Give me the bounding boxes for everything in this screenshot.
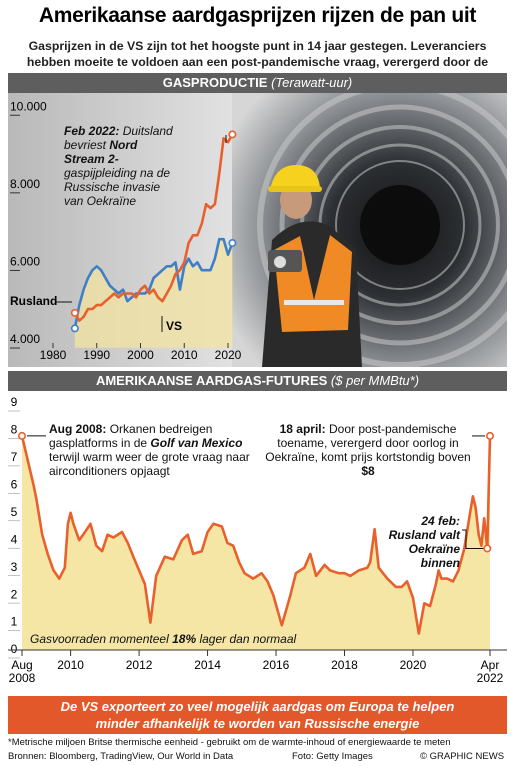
y-tick-label: 5 — [11, 505, 18, 519]
point-marker — [70, 308, 79, 317]
chart-title: GASPRODUCTIE — [162, 75, 268, 90]
credit: Foto: Getty Images — [292, 751, 373, 762]
x-tick-label: 2012 — [125, 658, 153, 672]
annotation-part: Duitsland bevriest — [64, 124, 173, 152]
annotation-part: 18 april: — [279, 422, 326, 436]
area — [22, 435, 490, 650]
x-tick-label: 2018 — [331, 658, 358, 672]
x-tick-label: 1980 — [40, 348, 67, 362]
annotation-part: Gasvoorraden momenteel — [30, 632, 169, 646]
y-tick-label: 9 — [11, 395, 18, 409]
x-tick-label: 2000 — [127, 348, 154, 362]
leader — [462, 529, 484, 549]
annotation-part: gaspijpleiding na de Russische invasie v… — [64, 166, 171, 208]
y-tick-label: 10.000 — [10, 99, 47, 113]
y-tick-label: 8 — [11, 423, 18, 437]
annotation-part: lager dan normaal — [199, 632, 297, 646]
chart-subtitle: ($ per MMBtu*) — [330, 373, 420, 388]
annotation-part: Feb 2022: — [64, 124, 120, 138]
x-tick-label: 2020 — [399, 658, 427, 672]
chart-subtitle: (Terawatt-uur) — [271, 75, 353, 90]
series-line — [73, 133, 234, 322]
series-label: VS — [166, 319, 182, 333]
y-tick-label: 8.000 — [10, 177, 40, 191]
x-tick-label: 1990 — [83, 348, 110, 362]
brand: © GRAPHIC NEWS — [420, 751, 505, 762]
annotation: Feb 2022: Duitsland bevriest Nord Stream… — [64, 124, 176, 208]
section-bar: GASPRODUCTIE (Terawatt-uur) — [8, 73, 507, 93]
annotation-part: Golf van Mexico — [150, 436, 243, 450]
footnote: *Metrische miljoen Britse thermische een… — [8, 737, 451, 748]
annotation: 18 april: Door post-pandemische toename,… — [265, 422, 471, 478]
point-marker — [228, 239, 237, 248]
y-tick-label: 6 — [11, 478, 18, 492]
y-tick-label: 2 — [11, 587, 18, 601]
section-bar: AMERIKAANSE AARDGAS-FUTURES ($ per MMBtu… — [8, 371, 507, 391]
y-tick-label: 4.000 — [10, 332, 40, 346]
x-tick-label: 2010 — [57, 658, 84, 672]
point-marker — [228, 130, 237, 139]
title: Amerikaanse aardgasprijzen rijzen de pan… — [38, 4, 477, 27]
annotation: 24 feb: Rusland valt Oekraïne binnen — [388, 514, 460, 570]
annotation-part: 18% — [172, 632, 197, 646]
series-line — [73, 237, 234, 329]
x-tick-label: 2016 — [262, 658, 290, 672]
annotation-part: Orkanen bedreigen gasplatforms in de — [49, 422, 213, 450]
y-tick-label: 0 — [11, 642, 18, 656]
x-tick-label: 2020 — [215, 348, 242, 362]
photo — [8, 93, 507, 367]
annotation-part: $8 — [361, 464, 375, 478]
x-tick-label: Apr 2022 — [476, 658, 504, 685]
y-tick-label: 1 — [11, 615, 18, 629]
annotation-part: Door post-pandemische toename, verergerd… — [265, 422, 471, 464]
series-label: Rusland — [10, 294, 57, 308]
annotation: Gasvoorraden momenteel 18% lager dan nor… — [30, 632, 370, 646]
series-line — [20, 435, 492, 635]
x-tick-label: Aug 2008 — [8, 658, 36, 685]
annotation-part: Nord Stream 2- — [64, 138, 138, 166]
y-tick-label: 3 — [11, 560, 18, 574]
annotation-part: Aug 2008: — [49, 422, 107, 436]
sources: Bronnen: Bloomberg, TradingView, Our Wor… — [8, 751, 234, 762]
annotation: Aug 2008: Orkanen bedreigen gasplatforms… — [49, 422, 264, 478]
point-marker — [485, 431, 494, 440]
annotation-part: terwijl warm weer de grote vraag naar ai… — [49, 450, 250, 478]
x-tick-label: 2010 — [171, 348, 198, 362]
banner: De VS exporteert zo veel mogelijk aardga… — [8, 696, 507, 734]
y-tick-label: 4 — [11, 532, 18, 546]
y-tick-label: 6.000 — [10, 255, 40, 269]
point-marker — [70, 324, 79, 333]
chart-title: AMERIKAANSE AARDGAS-FUTURES — [95, 373, 328, 388]
point-marker — [17, 431, 26, 440]
x-tick-label: 2014 — [194, 658, 221, 672]
y-tick-label: 7 — [11, 450, 18, 464]
point-marker — [483, 544, 492, 553]
